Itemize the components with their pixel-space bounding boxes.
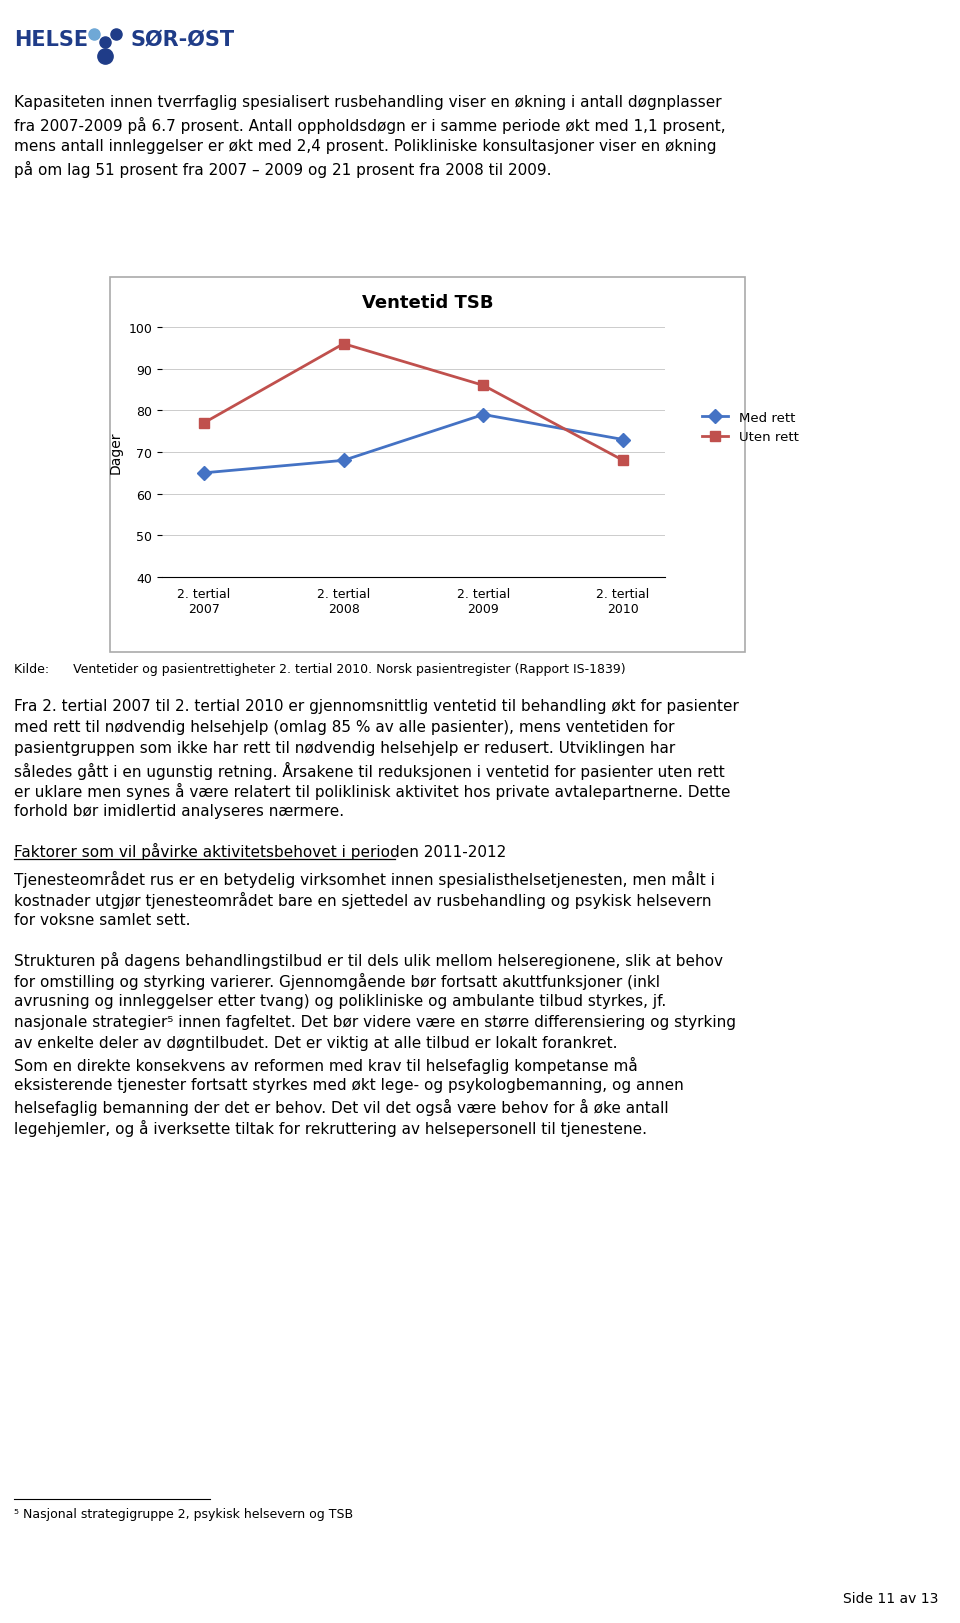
Text: Kilde:      Ventetider og pasientrettigheter 2. tertial 2010. Norsk pasientregis: Kilde: Ventetider og pasientrettigheter … xyxy=(14,662,626,675)
Text: helsefaglig bemanning der det er behov. Det vil det også være behov for å øke an: helsefaglig bemanning der det er behov. … xyxy=(14,1099,668,1115)
Text: legehjemler, og å iverksette tiltak for rekruttering av helsepersonell til tjene: legehjemler, og å iverksette tiltak for … xyxy=(14,1120,647,1136)
Text: for voksne samlet sett.: for voksne samlet sett. xyxy=(14,912,190,927)
Text: av enkelte deler av døgntilbudet. Det er viktig at alle tilbud er lokalt forankr: av enkelte deler av døgntilbudet. Det er… xyxy=(14,1035,617,1050)
Y-axis label: Dager: Dager xyxy=(108,432,123,474)
Text: Fra 2. tertial 2007 til 2. tertial 2010 er gjennomsnittlig ventetid til behandli: Fra 2. tertial 2007 til 2. tertial 2010 … xyxy=(14,698,739,714)
Text: kostnader utgjør tjenesteområdet bare en sjettedel av rusbehandling og psykisk h: kostnader utgjør tjenesteområdet bare en… xyxy=(14,891,711,909)
Text: SØR-ØST: SØR-ØST xyxy=(130,29,234,50)
Text: Kapasiteten innen tverrfaglig spesialisert rusbehandling viser en økning i antal: Kapasiteten innen tverrfaglig spesialise… xyxy=(14,94,722,110)
Text: Som en direkte konsekvens av reformen med krav til helsefaglig kompetanse må: Som en direkte konsekvens av reformen me… xyxy=(14,1057,637,1073)
Text: HELSE: HELSE xyxy=(14,29,88,50)
Text: for omstilling og styrking varierer. Gjennomgående bør fortsatt akuttfunksjoner : for omstilling og styrking varierer. Gje… xyxy=(14,972,660,990)
Text: avrusning og innleggelser etter tvang) og polikliniske og ambulante tilbud styrk: avrusning og innleggelser etter tvang) o… xyxy=(14,993,666,1008)
Text: på om lag 51 prosent fra 2007 – 2009 og 21 prosent fra 2008 til 2009.: på om lag 51 prosent fra 2007 – 2009 og … xyxy=(14,161,551,179)
Text: fra 2007-2009 på 6.7 prosent. Antall oppholdsdøgn er i samme periode økt med 1,1: fra 2007-2009 på 6.7 prosent. Antall opp… xyxy=(14,117,726,135)
Text: nasjonale strategier⁵ innen fagfeltet. Det bør videre være en større differensie: nasjonale strategier⁵ innen fagfeltet. D… xyxy=(14,1014,736,1029)
Text: eksisterende tjenester fortsatt styrkes med økt lege- og psykologbemanning, og a: eksisterende tjenester fortsatt styrkes … xyxy=(14,1078,684,1092)
Text: ⁵ Nasjonal strategigruppe 2, psykisk helsevern og TSB: ⁵ Nasjonal strategigruppe 2, psykisk hel… xyxy=(14,1508,353,1521)
Text: mens antall innleggelser er økt med 2,4 prosent. Polikliniske konsultasjoner vis: mens antall innleggelser er økt med 2,4 … xyxy=(14,140,716,154)
Bar xyxy=(110,278,745,652)
Text: Faktorer som vil påvirke aktivitetsbehovet i perioden 2011-2012: Faktorer som vil påvirke aktivitetsbehov… xyxy=(14,842,506,860)
Text: med rett til nødvendig helsehjelp (omlag 85 % av alle pasienter), mens ventetide: med rett til nødvendig helsehjelp (omlag… xyxy=(14,719,675,735)
Text: pasientgruppen som ikke har rett til nødvendig helsehjelp er redusert. Utvikling: pasientgruppen som ikke har rett til nød… xyxy=(14,740,675,756)
Legend: Med rett, Uten rett: Med rett, Uten rett xyxy=(697,406,804,450)
Text: Strukturen på dagens behandlingstilbud er til dels ulik mellom helseregionene, s: Strukturen på dagens behandlingstilbud e… xyxy=(14,951,723,969)
Text: er uklare men synes å være relatert til poliklinisk aktivitet hos private avtale: er uklare men synes å være relatert til … xyxy=(14,782,731,800)
Text: Tjenesteområdet rus er en betydelig virksomhet innen spesialisthelsetjenesten, m: Tjenesteområdet rus er en betydelig virk… xyxy=(14,870,715,888)
Text: således gått i en ugunstig retning. Årsakene til reduksjonen i ventetid for pasi: således gått i en ugunstig retning. Årsa… xyxy=(14,761,725,779)
Text: Ventetid TSB: Ventetid TSB xyxy=(362,294,493,312)
Text: Side 11 av 13: Side 11 av 13 xyxy=(843,1591,938,1605)
Text: forhold bør imidlertid analyseres nærmere.: forhold bør imidlertid analyseres nærmer… xyxy=(14,803,344,818)
